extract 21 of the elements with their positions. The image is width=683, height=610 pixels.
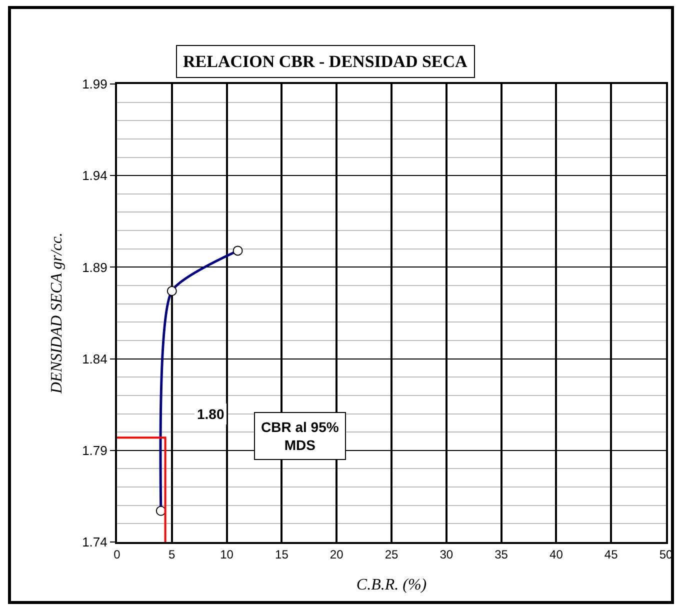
- chart-title: RELACION CBR - DENSIDAD SECA: [183, 52, 468, 71]
- annotation: 1.80: [197, 406, 224, 422]
- y-tick-label: 1.84: [82, 351, 108, 366]
- x-tick-label: 25: [384, 547, 398, 562]
- x-tick-label: 20: [330, 547, 344, 562]
- x-tick-label: 30: [440, 547, 454, 562]
- y-tick-label: 1.94: [82, 168, 108, 184]
- x-tick-label: 10: [220, 547, 234, 562]
- x-tick-label: 15: [275, 547, 289, 562]
- x-axis-title: C.B.R. (%): [356, 576, 427, 594]
- x-tick-label: 35: [494, 547, 508, 562]
- y-tick-label: 1.79: [82, 442, 108, 458]
- x-tick-label: 45: [604, 547, 618, 562]
- y-tick-label: 1.89: [82, 260, 108, 275]
- y-tick-label: 1.74: [82, 534, 108, 550]
- y-tick-label: 1.99: [82, 76, 108, 92]
- y-axis-title: DENSIDAD SECA gr/cc.: [48, 232, 66, 395]
- annotation: CBR al 95% MDS: [261, 419, 340, 454]
- x-tick-label: 5: [168, 547, 176, 562]
- x-tick-label: 40: [550, 547, 564, 562]
- x-tick-label: 0: [114, 547, 121, 562]
